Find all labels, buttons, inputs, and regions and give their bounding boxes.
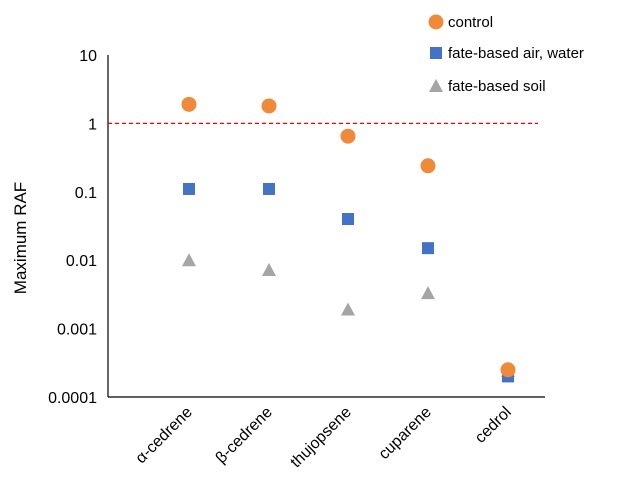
data-series [181, 96, 516, 383]
y-tick-label: 10 [79, 48, 97, 65]
legend-marker-triangle [429, 79, 443, 92]
x-tick-label: β-cedrene [213, 404, 276, 467]
legend-label: fate-based soil [448, 78, 546, 95]
data-point-triangle [182, 253, 196, 267]
x-tick-label: thujopsene [287, 404, 354, 471]
data-point-circle [500, 362, 516, 378]
legend: control fate-based air, water fate-based s… [428, 14, 584, 95]
data-point-circle [181, 96, 197, 112]
y-tick-label: 1 [88, 116, 97, 133]
x-axis: α-cedrene β-cedrene thujopsene cuparene cedr… [108, 396, 545, 471]
data-point-square [263, 182, 275, 195]
y-tick-label: 0.001 [57, 322, 97, 339]
data-point-square [422, 242, 434, 255]
legend-marker-square [430, 47, 442, 59]
legend-item: control [428, 14, 493, 31]
data-point-circle [261, 98, 277, 114]
x-tick-label: cuparene [376, 404, 435, 463]
y-tick-label: 0.01 [66, 253, 97, 270]
y-tick-label: 0.1 [75, 185, 97, 202]
data-point-triangle [421, 286, 435, 300]
series-triangle [182, 253, 515, 377]
legend-label: fate-based air, water [448, 45, 584, 62]
data-point-triangle [341, 302, 355, 316]
series-circle [181, 96, 516, 378]
y-axis: 10 1 0.1 0.01 0.001 0.0001 [48, 48, 109, 407]
data-point-square [183, 182, 195, 195]
y-axis-title: Maximum RAF [11, 182, 30, 294]
legend-item: fate-based soil [429, 78, 546, 95]
legend-item: fate-based air, water [430, 45, 584, 62]
data-point-circle [420, 158, 436, 174]
legend-label: control [448, 14, 493, 31]
legend-marker-circle [428, 14, 444, 30]
x-tick-label: cedrol [472, 404, 515, 447]
x-tick-label: α-cedrene [133, 404, 196, 467]
data-point-square [342, 213, 354, 226]
y-tick-label: 0.0001 [48, 390, 97, 407]
data-point-circle [340, 128, 356, 144]
data-point-triangle [262, 262, 276, 276]
series-square [183, 182, 514, 383]
